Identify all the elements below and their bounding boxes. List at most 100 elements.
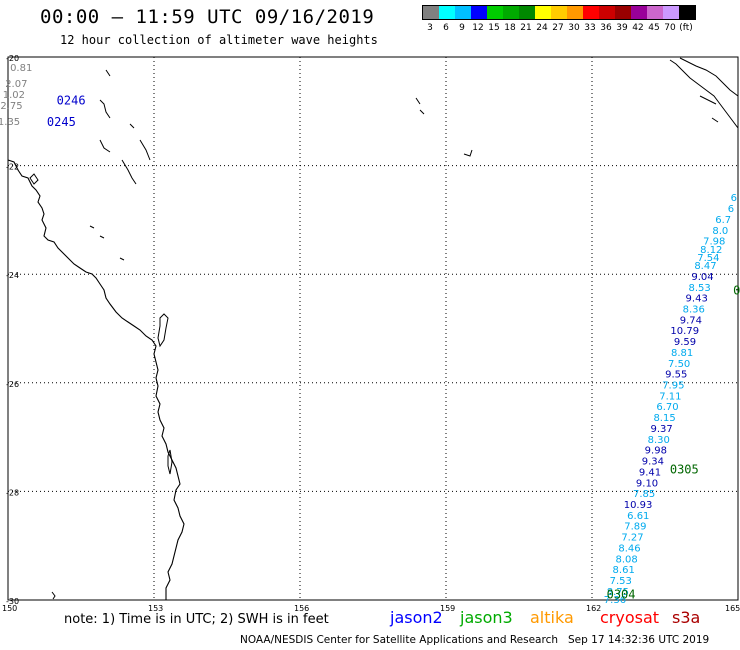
chart-title: 00:00 – 11:59 UTC 09/16/2019	[40, 6, 375, 28]
latitude-label: -30	[6, 597, 19, 606]
pass-time-label: 0	[733, 283, 740, 297]
swh-value: 9.41	[639, 467, 661, 478]
satellite-jason2: jason2	[390, 608, 443, 627]
longitude-label: 156	[294, 604, 309, 613]
swh-value: 0.81	[10, 63, 32, 74]
satellite-jason3: jason3	[460, 608, 513, 627]
swh-value: 6.61	[627, 511, 649, 522]
swh-value: 9.04	[691, 272, 713, 283]
fraser-island	[157, 313, 169, 348]
swh-value: 7.98	[703, 237, 725, 248]
latitude-label: -26	[6, 380, 19, 389]
longitude-label: 159	[440, 604, 455, 613]
swh-value: 9.43	[686, 294, 708, 305]
small-island-marker	[51, 591, 56, 600]
swh-observations: 0.81 2.071.022.75 1.35 666.78.07.988.127.54…	[0, 63, 737, 606]
legend-label: 6	[443, 23, 449, 33]
swh-value: 8.81	[671, 348, 693, 359]
legend-swatch	[455, 6, 471, 19]
swh-value: 6.70	[656, 402, 678, 413]
latitude-labels: -20 -22 -24 -26 -28 -30	[6, 54, 19, 606]
legend-swatch	[615, 6, 631, 19]
legend-swatch	[679, 6, 695, 19]
swh-value: 6	[731, 193, 737, 204]
swh-value: 9.10	[636, 478, 658, 489]
swh-value: 8.36	[683, 304, 705, 315]
satellite-s3a: s3a	[672, 608, 701, 627]
legend-swatch	[471, 6, 487, 19]
swh-value: 2.75	[0, 101, 22, 112]
footer-note: note: 1) Time is in UTC; 2) SWH is in fe…	[64, 612, 329, 627]
swh-value: 8.30	[648, 435, 670, 446]
swh-value: 7.36	[604, 595, 626, 606]
pass-time-labels: 0246 0245 0305 0304 0	[47, 93, 740, 601]
swh-value: 10.93	[624, 500, 653, 511]
swh-value: 8.0	[712, 226, 728, 237]
legend-swatch	[423, 6, 439, 19]
pass-time-label: 0305	[670, 463, 699, 477]
latitude-label: -20	[6, 54, 19, 63]
swh-value: 7.50	[668, 359, 690, 370]
swh-value: 6	[728, 204, 734, 215]
color-scale-legend: 3 6 9 12 15 18 21 24 27 30 33 36 39 42 45 70 (ft)	[422, 5, 696, 33]
swh-value: 9.34	[642, 457, 664, 468]
legend-label: 30	[568, 23, 580, 33]
legend-label: 45	[648, 23, 660, 33]
graticule	[8, 57, 738, 600]
legend-label: 18	[504, 23, 516, 33]
swh-value: 7.85	[633, 489, 655, 500]
whitsunday-islands	[29, 173, 125, 261]
swh-value: 9.74	[680, 315, 702, 326]
map-frame	[7, 56, 739, 601]
legend-label: 42	[632, 23, 644, 33]
swh-value: 8.53	[688, 283, 710, 294]
legend-label: 12	[472, 23, 484, 33]
swh-value: 9.37	[651, 424, 673, 435]
swh-value: 7.53	[610, 576, 632, 587]
legend-label: 70	[664, 23, 676, 33]
lord-howe-islets	[415, 97, 473, 157]
legend-label: 36	[600, 23, 612, 33]
swh-value: 2.07	[5, 79, 27, 90]
legend-label: 15	[488, 23, 500, 33]
australia-coastline	[7, 159, 185, 600]
swh-value: 7.89	[624, 522, 646, 533]
footer-credit: NOAA/NESDIS Center for Satellite Applica…	[240, 634, 710, 646]
legend-swatch	[599, 6, 615, 19]
legend-label: 21	[520, 23, 532, 33]
legend-label: 9	[459, 23, 465, 33]
longitude-label: 153	[148, 604, 163, 613]
swh-value: 9.55	[665, 370, 687, 381]
pass-time-label: 0245	[47, 115, 76, 129]
legend-label: 39	[616, 23, 628, 33]
swh-value: 8.61	[613, 565, 635, 576]
legend-swatch	[487, 6, 503, 19]
legend-swatch	[647, 6, 663, 19]
legend-label: 3	[427, 23, 433, 33]
legend-swatch	[663, 6, 679, 19]
swh-value: 8.12	[700, 245, 722, 256]
swh-value: 1.35	[0, 117, 20, 128]
longitude-labels: 150 153 156 159 162 165	[2, 604, 740, 613]
swh-value: 6.7	[715, 215, 731, 226]
latitude-label: -24	[6, 271, 19, 280]
swh-value: 8.75	[607, 587, 629, 598]
legend-swatch	[439, 6, 455, 19]
swh-value: 8.47	[694, 261, 716, 272]
swh-value: 7.27	[621, 533, 643, 544]
swh-value: 8.08	[615, 554, 637, 565]
legend-labels: 3 6 9 12 15 18 21 24 27 30 33 36 39 42 45 70 (ft)	[422, 23, 696, 33]
swh-value: 9.98	[645, 446, 667, 457]
longitude-label: 150	[2, 604, 17, 613]
legend-swatch	[567, 6, 583, 19]
moreton-island	[167, 449, 173, 475]
swh-value: 9.59	[674, 337, 696, 348]
swh-value: 7.54	[697, 253, 719, 264]
longitude-label: 165	[725, 604, 740, 613]
legend-swatch	[631, 6, 647, 19]
swh-value: 8.15	[653, 413, 675, 424]
satellite-altika: altika	[530, 608, 574, 627]
legend-swatch	[583, 6, 599, 19]
legend-swatches	[422, 5, 696, 20]
legend-label: 24	[536, 23, 548, 33]
